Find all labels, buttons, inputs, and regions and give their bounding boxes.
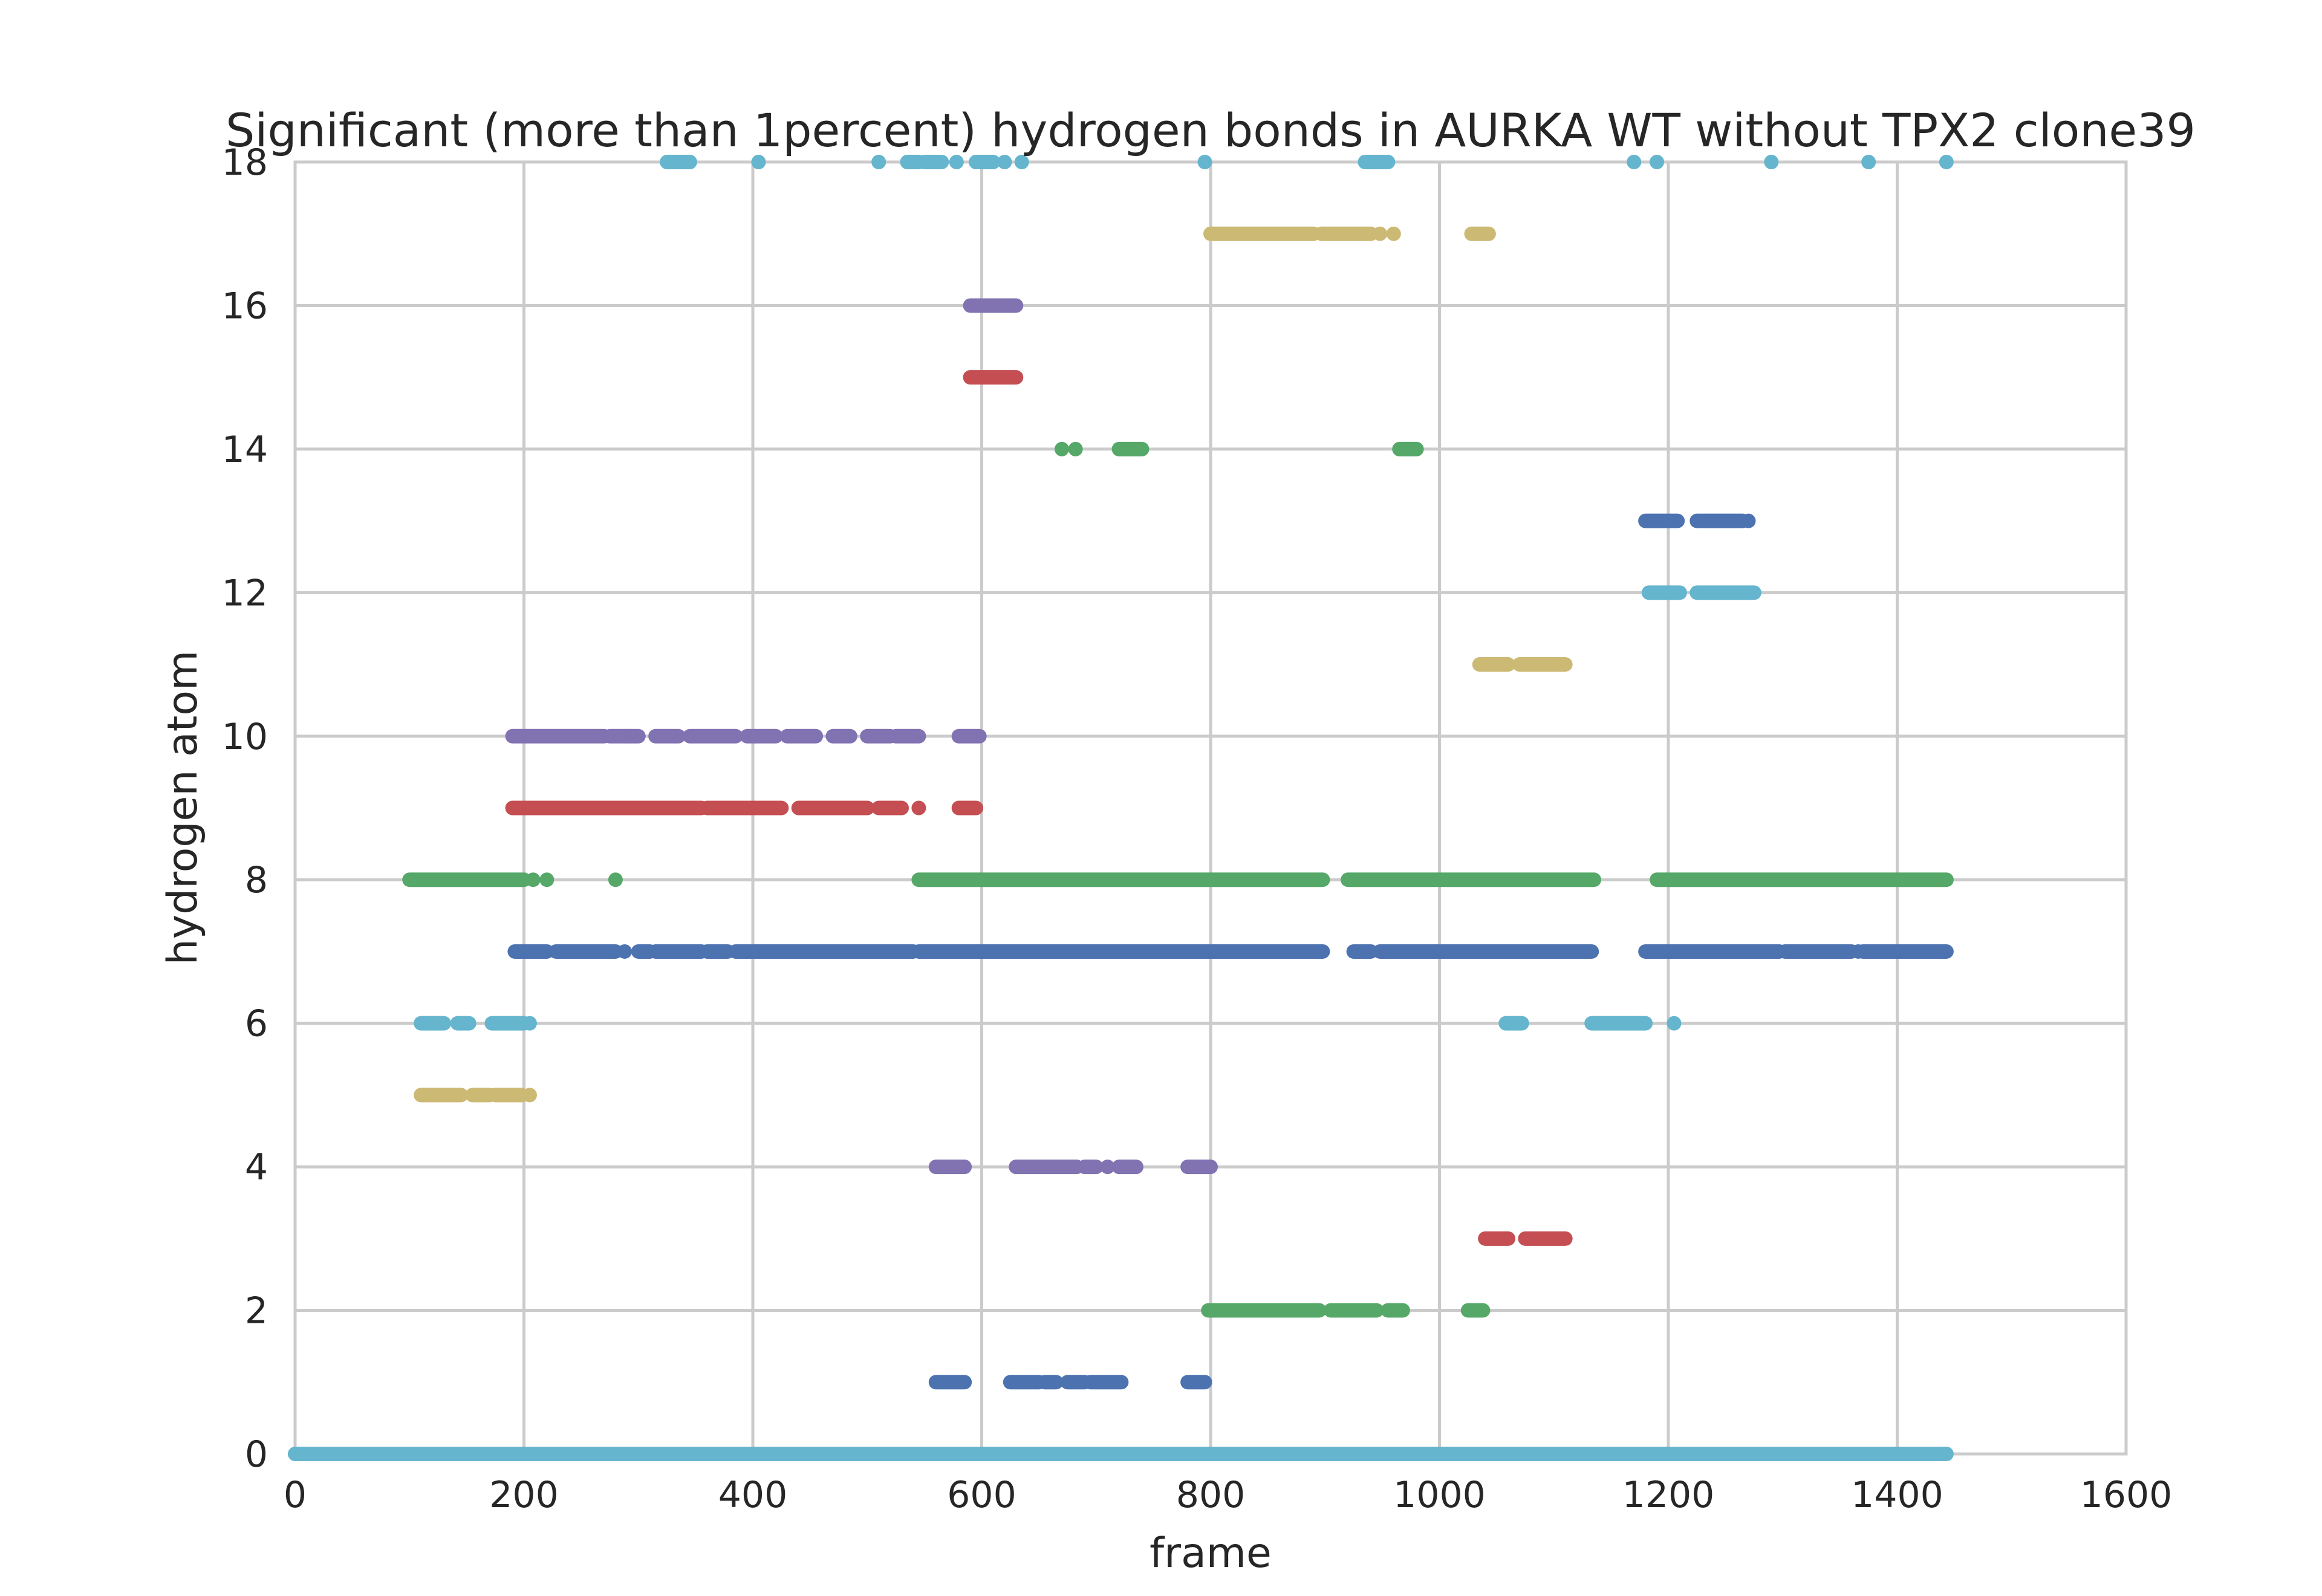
- data-point: [911, 800, 926, 816]
- series-7: [507, 944, 1954, 959]
- data-marks: [288, 155, 1954, 1461]
- y-tick-label: 2: [245, 1290, 268, 1332]
- series-10: [505, 728, 987, 744]
- data-point: [1667, 1016, 1682, 1031]
- data-point: [1851, 944, 1866, 959]
- x-tick-label: 400: [718, 1474, 788, 1516]
- series-14: [1054, 441, 1424, 456]
- series-5: [414, 1088, 537, 1103]
- x-tick-label: 1000: [1393, 1474, 1486, 1516]
- x-tick-label: 1600: [2080, 1474, 2173, 1516]
- data-point: [1650, 155, 1665, 169]
- data-point: [522, 1088, 537, 1103]
- data-point: [1100, 1160, 1115, 1175]
- data-point: [1054, 441, 1069, 456]
- y-tick-label: 18: [222, 141, 268, 184]
- data-point: [617, 944, 633, 959]
- series-6: [414, 1016, 1682, 1031]
- data-point: [751, 155, 766, 169]
- x-tick-label: 0: [284, 1474, 307, 1516]
- data-point: [539, 872, 554, 887]
- y-tick-label: 6: [245, 1003, 268, 1045]
- y-tick-label: 14: [222, 429, 268, 471]
- series-18: [660, 155, 1954, 169]
- data-point: [1386, 226, 1401, 241]
- data-point: [1014, 155, 1029, 169]
- x-axis-label: frame: [1150, 1529, 1272, 1577]
- data-point: [1861, 155, 1876, 169]
- data-point: [997, 155, 1012, 169]
- y-tick-label: 0: [245, 1433, 268, 1476]
- series-8: [402, 872, 1954, 887]
- data-point: [1373, 226, 1388, 241]
- x-tick-label: 1400: [1851, 1474, 1943, 1516]
- series-9: [505, 800, 984, 816]
- x-tick-label: 600: [947, 1474, 1016, 1516]
- series-13: [1638, 513, 1756, 528]
- data-point: [1068, 441, 1083, 456]
- data-point: [871, 155, 886, 169]
- data-point: [1197, 155, 1212, 169]
- y-tick-label: 8: [245, 859, 268, 901]
- data-point: [525, 872, 541, 887]
- series-4: [928, 1160, 1218, 1175]
- data-point: [619, 728, 634, 744]
- data-point: [949, 155, 964, 169]
- y-tick-label: 12: [222, 572, 268, 614]
- data-point: [1741, 513, 1756, 528]
- x-tick-label: 200: [489, 1474, 559, 1516]
- chart-title: Significant (more than 1percent) hydroge…: [226, 103, 2196, 157]
- y-tick-label: 16: [222, 285, 268, 327]
- data-point: [1627, 155, 1642, 169]
- data-point: [1939, 155, 1954, 169]
- series-17: [1203, 226, 1496, 241]
- tick-labels: 0 200 400 600 800 1000 1200 1400 1600 0 2 4 6 8 10 12 14…: [222, 141, 2173, 1516]
- y-tick-label: 4: [245, 1146, 268, 1189]
- y-tick-label: 10: [222, 716, 268, 758]
- x-tick-label: 1200: [1622, 1474, 1715, 1516]
- data-point: [1764, 155, 1779, 169]
- data-point: [522, 1016, 537, 1031]
- data-point: [892, 800, 907, 816]
- data-point: [608, 872, 623, 887]
- x-tick-label: 800: [1176, 1474, 1246, 1516]
- y-axis-label: hydrogen atom: [159, 650, 207, 965]
